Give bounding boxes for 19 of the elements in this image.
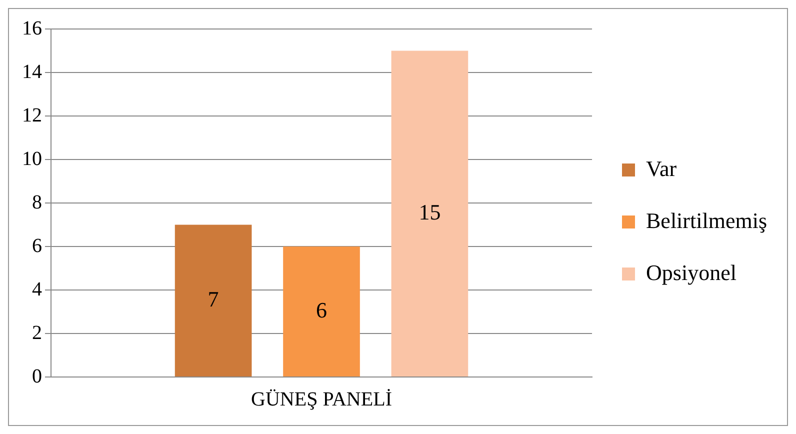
data-label: 7 — [208, 286, 219, 312]
bar — [391, 50, 468, 376]
y-tick-label: 16 — [22, 17, 42, 40]
y-tick-label: 8 — [32, 191, 42, 214]
y-tick-label: 2 — [32, 322, 42, 344]
x-tick-label: GÜNEŞ PANELİ — [251, 388, 392, 410]
y-tick-label: 14 — [22, 60, 42, 83]
legend-label: Opsiyonel — [646, 260, 736, 285]
y-tick-label: 0 — [32, 365, 42, 388]
legend-label: Belirtilmemiş — [646, 208, 768, 233]
data-label: 15 — [418, 199, 441, 224]
y-tick-label: 4 — [32, 278, 42, 300]
y-tick-label: 6 — [32, 234, 42, 257]
bar — [174, 224, 252, 376]
data-label: 6 — [316, 297, 328, 322]
y-tick-label: 12 — [22, 104, 42, 126]
y-tick-label: 10 — [22, 148, 42, 170]
bar — [283, 246, 360, 376]
legend-label: Var — [646, 156, 678, 181]
